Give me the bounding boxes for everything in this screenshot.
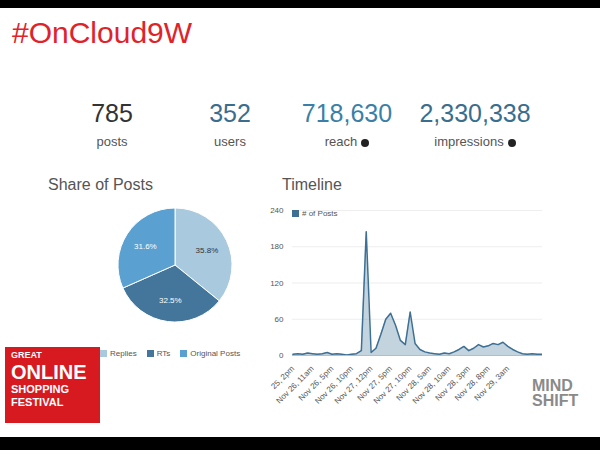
svg-text:120: 120 xyxy=(270,279,284,288)
html-text:Timeline: Timeline xyxy=(282,176,342,193)
svg-text:Nov 26, 10pm: Nov 26, 10pm xyxy=(313,364,355,406)
html-text:#OnCloud9W: #OnCloud9W xyxy=(12,16,193,49)
html-text:impressions: impressions xyxy=(434,134,504,149)
html-text:# of Posts: # of Posts xyxy=(302,209,338,218)
html-text:RTs: RTs xyxy=(156,349,171,358)
svg-text:Nov 29, 3am: Nov 29, 3am xyxy=(473,364,512,403)
svg-text:Nov 27, 12pm: Nov 27, 12pm xyxy=(332,364,375,406)
html-text:SHOPPING: SHOPPING xyxy=(11,383,70,395)
svg-text:Nov 28, 10am: Nov 28, 10am xyxy=(410,364,453,406)
html-text:Replies: Replies xyxy=(110,349,137,358)
html-text:785: 785 xyxy=(91,99,133,127)
html-text:352: 352 xyxy=(209,99,251,127)
svg-text:180: 180 xyxy=(270,242,284,251)
svg-text:31.6%: 31.6% xyxy=(134,242,157,251)
html-text:SHIFT: SHIFT xyxy=(532,392,579,409)
html-text:Original Posts: Original Posts xyxy=(190,349,241,358)
svg-text:25, 2pm: 25, 2pm xyxy=(269,364,297,391)
html-text:posts: posts xyxy=(96,134,128,149)
svg-text:Nov 27, 10pm: Nov 27, 10pm xyxy=(371,364,414,406)
svg-text:Nov 28, 8pm: Nov 28, 8pm xyxy=(453,364,492,403)
html-text:users: users xyxy=(214,134,246,149)
svg-text:Nov 26, 11am: Nov 26, 11am xyxy=(274,364,316,406)
svg-text:Nov 27, 5pm: Nov 27, 5pm xyxy=(355,364,394,403)
html-text:ONLINE: ONLINE xyxy=(11,361,87,383)
svg-text:35.8%: 35.8% xyxy=(196,246,219,255)
html-text:MIND: MIND xyxy=(532,377,573,394)
svg-text:Nov 28, 5am: Nov 28, 5am xyxy=(394,364,433,403)
svg-text:32.5%: 32.5% xyxy=(159,296,182,305)
svg-text:Nov 28, 3pm: Nov 28, 3pm xyxy=(433,364,472,403)
html-text:2,330,338: 2,330,338 xyxy=(419,99,531,127)
svg-text:Nov 26, 5pm: Nov 26, 5pm xyxy=(296,364,336,403)
html-text:Share of Posts: Share of Posts xyxy=(48,176,153,193)
svg-text:0: 0 xyxy=(279,351,284,360)
html-text:GREAT: GREAT xyxy=(11,350,42,360)
html-text:FESTIVAL: FESTIVAL xyxy=(11,396,64,408)
html-text:reach: reach xyxy=(324,134,358,149)
html-text:718,630: 718,630 xyxy=(301,99,393,127)
svg-text:240: 240 xyxy=(270,206,284,215)
svg-text:60: 60 xyxy=(275,315,284,324)
